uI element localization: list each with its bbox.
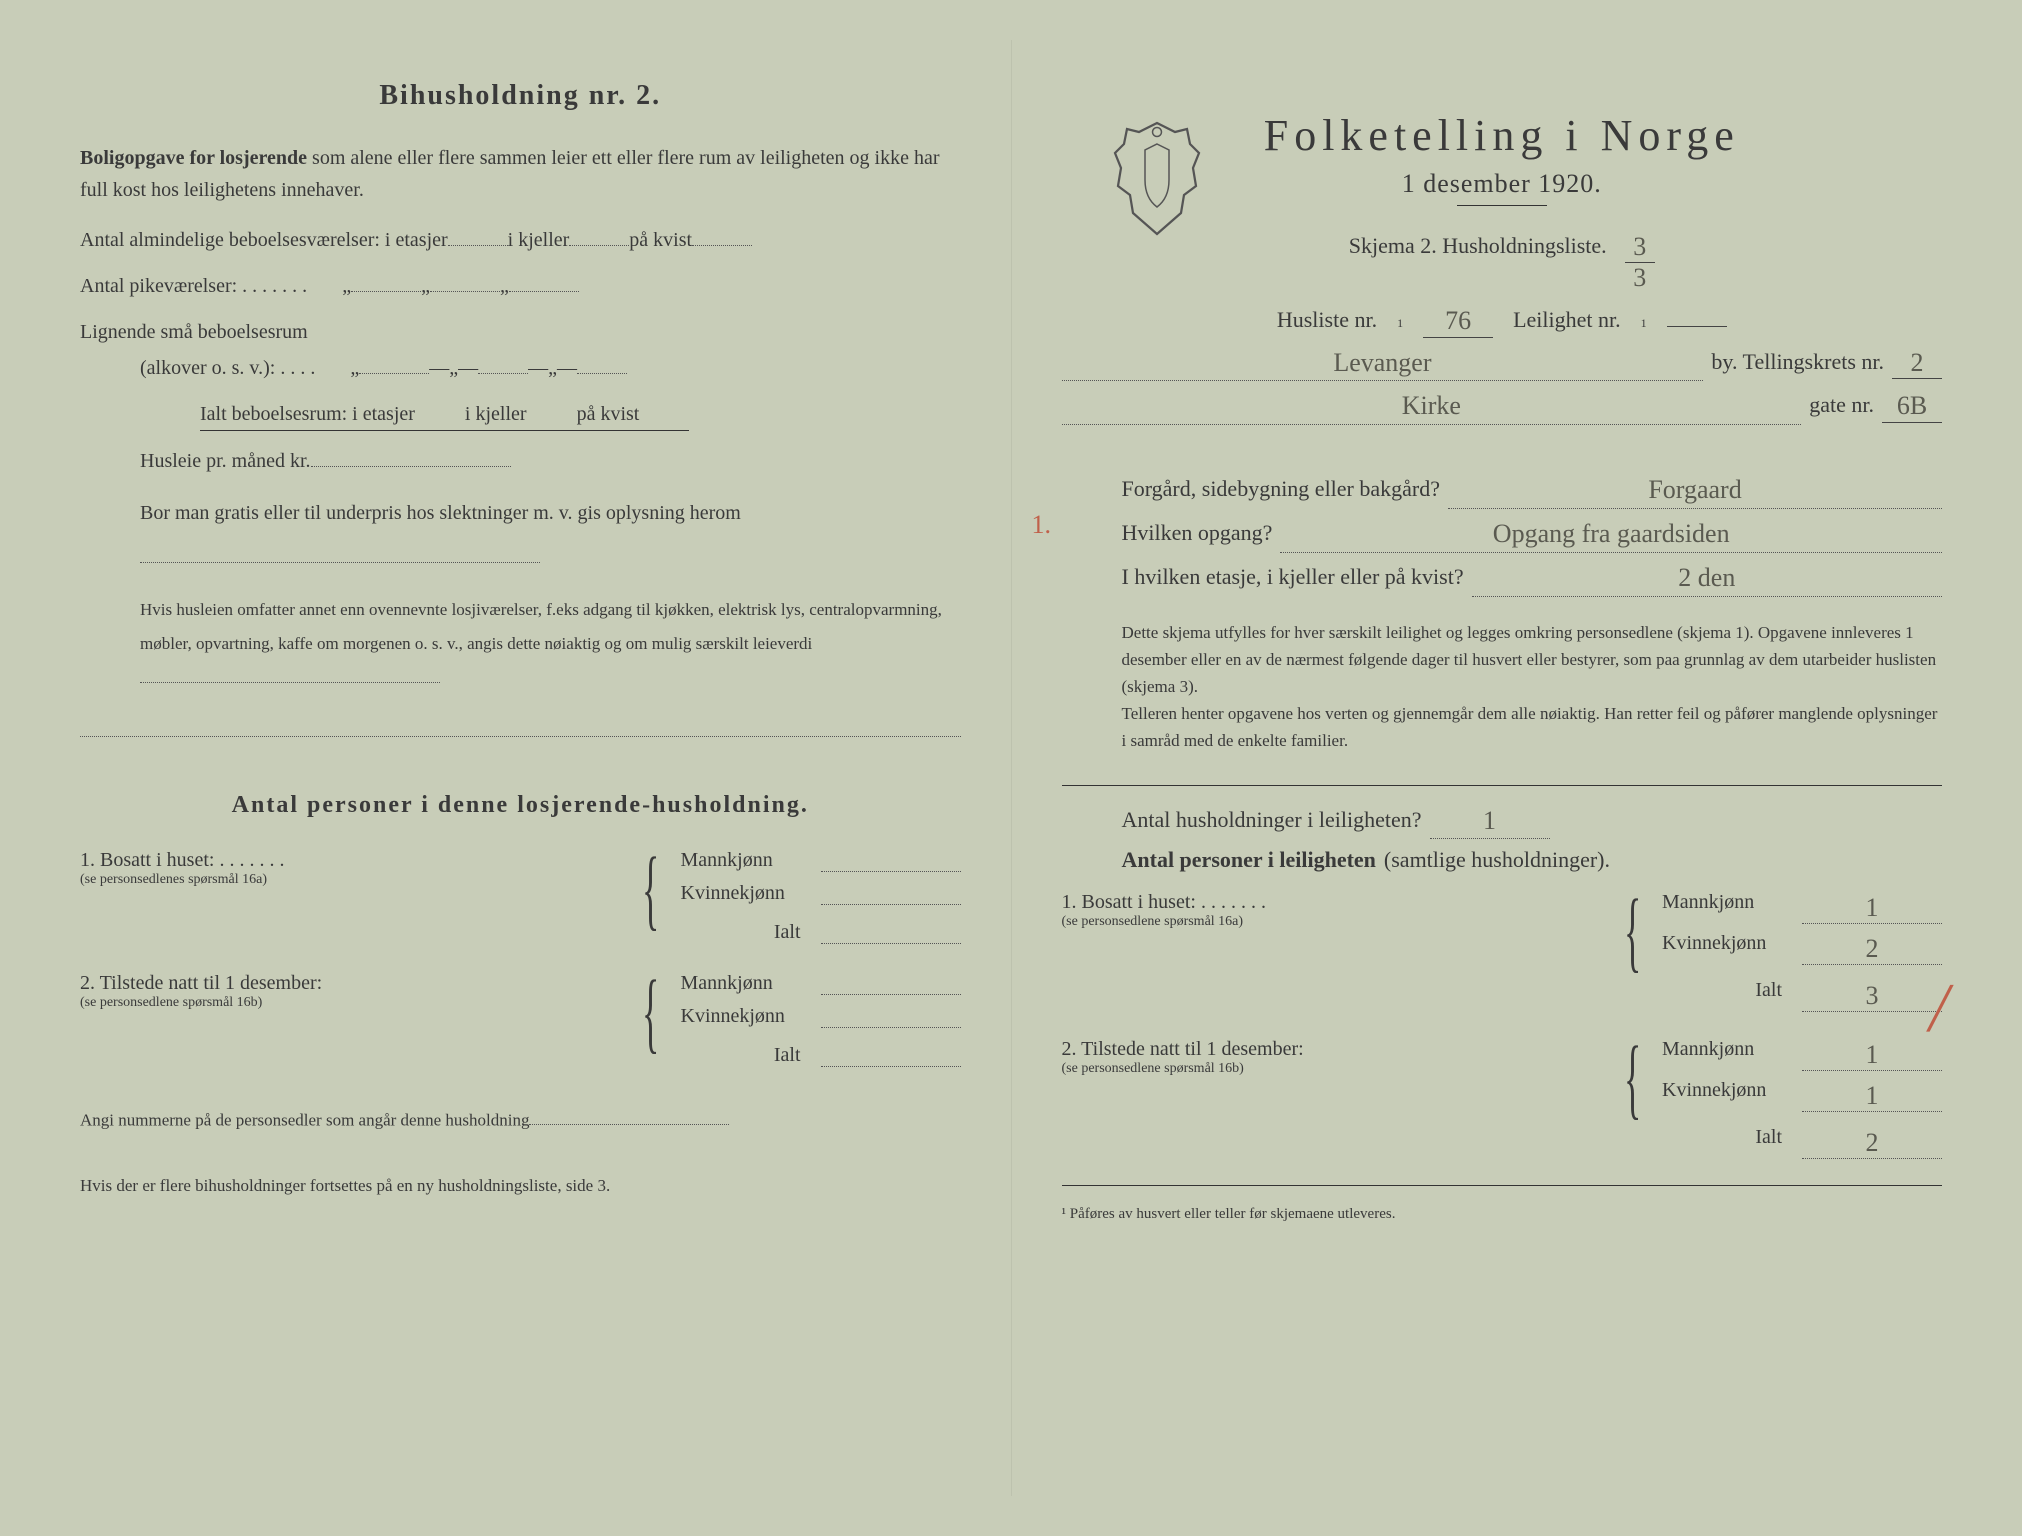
opgang-value: Opgang fra gaardsiden xyxy=(1280,519,1942,553)
lead-bold: Boligopgave for losjerende xyxy=(80,147,307,169)
coat-of-arms-icon xyxy=(1112,120,1202,240)
fill xyxy=(692,224,752,246)
hvis-flere: Hvis der er flere bihusholdninger fortse… xyxy=(80,1173,961,1199)
pike-line: Antal pikeværelser: . . . . . . . „„„ xyxy=(80,270,961,302)
hush-list-num: 3 xyxy=(1625,232,1655,263)
red-mark-icon: ╱ xyxy=(1928,985,1952,1032)
antal-hush-line: Antal husholdninger i leiligheten? 1 xyxy=(1062,804,1943,838)
bosatt-m-value: 1 xyxy=(1802,893,1942,924)
margin-annotation: 1. xyxy=(1032,510,1052,540)
brace-icon: { xyxy=(642,849,659,930)
fill xyxy=(448,224,508,246)
left-bosatt-block: 1. Bosatt i huset: . . . . . . . (se per… xyxy=(80,849,961,954)
left-page: Bihusholdning nr. 2. Boligopgave for los… xyxy=(30,40,1012,1496)
opgang-line: Hvilken opgang? Opgang fra gaardsiden xyxy=(1062,517,1943,551)
divider xyxy=(1457,205,1547,206)
fill xyxy=(569,224,629,246)
right-tilstede-block: 2. Tilstede natt til 1 desember: (se per… xyxy=(1062,1038,1943,1167)
brace-icon: { xyxy=(1624,891,1641,972)
tilstede-i-value: 2 xyxy=(1802,1128,1942,1159)
instructions-1: Dette skjema utfylles for hver særskilt … xyxy=(1062,619,1943,701)
gate-nr-value: 6B xyxy=(1882,391,1942,422)
hvis-line: Hvis husleien omfatter annet enn ovennev… xyxy=(80,593,961,695)
tilstede-k-value: 1 xyxy=(1802,1081,1942,1112)
bosatt-k-value: 2 xyxy=(1802,934,1942,965)
brace-icon: { xyxy=(642,972,659,1053)
left-title: Bihusholdning nr. 2. xyxy=(80,80,961,112)
lead-paragraph: Boligopgave for losjerende som alene ell… xyxy=(80,142,961,206)
antal-pers-line: Antal personer i leiligheten (samtlige h… xyxy=(1062,847,1943,873)
bosatt-i-value: 3 xyxy=(1802,981,1942,1012)
etasje-value: 2 den xyxy=(1472,563,1942,597)
leilighet-value xyxy=(1667,301,1727,327)
rule xyxy=(1062,785,1943,786)
forgard-value: Forgaard xyxy=(1448,475,1942,509)
lignende-line: Lignende små beboelsesrum xyxy=(80,316,961,348)
subsection-title: Antal personer i denne losjerende-hushol… xyxy=(80,792,961,819)
by-value: Levanger xyxy=(1062,348,1704,382)
gratis-line: Bor man gratis eller til underpris hos s… xyxy=(80,491,961,579)
by-line: Levanger by. Tellingskrets nr. 2 xyxy=(1062,346,1943,380)
husliste-line: Husliste nr.1 76 Leilighet nr.1 xyxy=(1062,301,1943,336)
instructions-2: Telleren henter opgavene hos verten og g… xyxy=(1062,700,1943,754)
angi-line: Angi nummerne på de personsedler som ang… xyxy=(80,1107,961,1133)
brace-icon: { xyxy=(1624,1038,1641,1119)
etasje-line: I hvilken etasje, i kjeller eller på kvi… xyxy=(1062,561,1943,595)
krets-value: 2 xyxy=(1892,348,1942,379)
antal-hush-value: 1 xyxy=(1430,806,1550,840)
left-tilstede-block: 2. Tilstede natt til 1 desember: (se per… xyxy=(80,972,961,1077)
ialt-rooms: Ialt beboelsesrum: i etasjeri kjellerpå … xyxy=(80,398,961,431)
gate-line: Kirke gate nr. 6B xyxy=(1062,389,1943,423)
alkover-line: (alkover o. s. v.): . . . . „—„——„— xyxy=(80,352,961,384)
forgard-line: Forgård, sidebygning eller bakgård? Forg… xyxy=(1062,473,1943,507)
right-page: Folketelling i Norge 1 desember 1920. Sk… xyxy=(1012,40,1993,1496)
husleie-line: Husleie pr. måned kr. xyxy=(80,445,961,477)
rooms-line: Antal almindelige beboelsesværelser: i e… xyxy=(80,224,961,256)
rule xyxy=(1062,1185,1943,1186)
husliste-value: 76 xyxy=(1423,306,1493,337)
gate-name-value: Kirke xyxy=(1062,391,1802,425)
right-bosatt-block: 1. Bosatt i huset: . . . . . . . (se per… xyxy=(1062,891,1943,1020)
footnote: ¹ Påføres av husvert eller teller før sk… xyxy=(1062,1206,1943,1223)
tilstede-m-value: 1 xyxy=(1802,1040,1942,1071)
